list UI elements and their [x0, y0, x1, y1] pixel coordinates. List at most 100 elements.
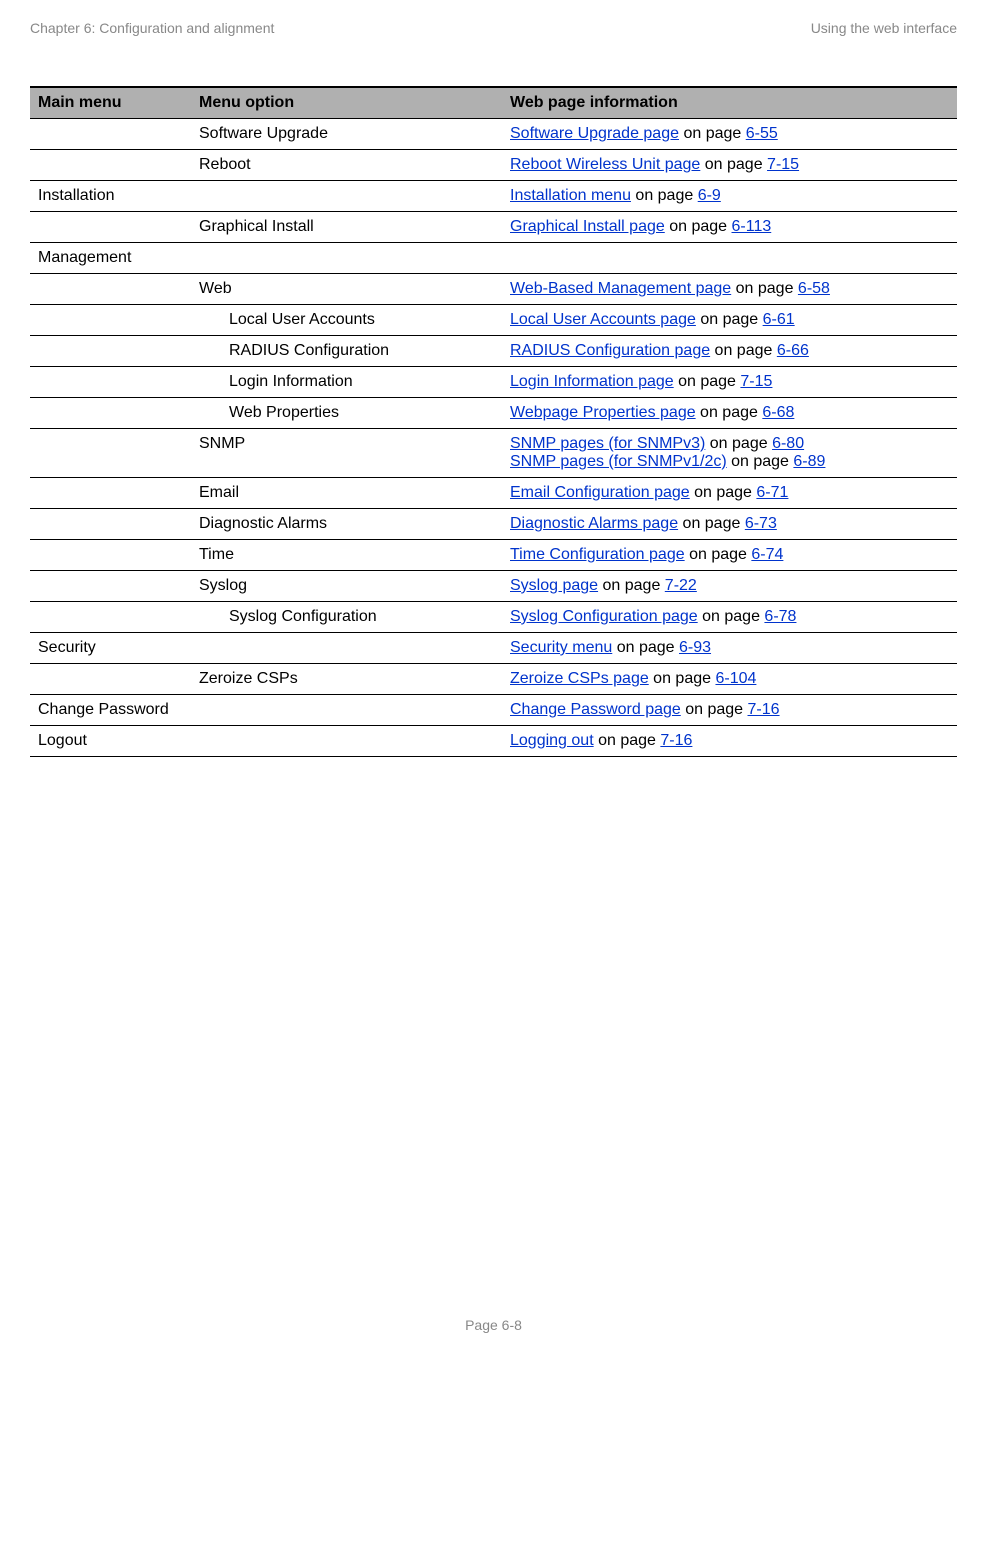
page-number-link[interactable]: 7-16	[660, 732, 692, 749]
table-row: Syslog Syslog page on page 7-22	[30, 571, 957, 602]
header-left: Chapter 6: Configuration and alignment	[30, 20, 274, 36]
info-line: Installation menu on page 6-9	[510, 187, 949, 205]
table-row: SecuritySecurity menu on page 6-93	[30, 633, 957, 664]
page-link[interactable]: Logging out	[510, 732, 594, 749]
page-link[interactable]: Syslog Configuration page	[510, 608, 698, 625]
table-row: Change Password Change Password page on p…	[30, 695, 957, 726]
info-line: Syslog page on page 7-22	[510, 577, 949, 595]
menu-table: Main menu Menu option Web page informati…	[30, 86, 957, 757]
page-link[interactable]: Zeroize CSPs page	[510, 670, 649, 687]
cell-menu-option: Local User Accounts	[191, 305, 502, 336]
page-number-link[interactable]: 6-104	[715, 670, 756, 687]
table-row: Syslog ConfigurationSyslog Configuration…	[30, 602, 957, 633]
page-link[interactable]: Installation menu	[510, 187, 631, 204]
page-link[interactable]: Syslog page	[510, 577, 598, 594]
info-line: Security menu on page 6-93	[510, 639, 949, 657]
page-ref-text: on page	[665, 218, 732, 235]
page-ref-text: on page	[612, 639, 679, 656]
cell-main-menu	[30, 150, 191, 181]
page-number-link[interactable]: 6-80	[772, 435, 804, 452]
cell-menu-option: Time	[191, 540, 502, 571]
table-row: Login InformationLogin Information page …	[30, 367, 957, 398]
page-number-link[interactable]: 7-22	[665, 577, 697, 594]
table-row: Graphical Install Graphical Install page …	[30, 212, 957, 243]
page-number-link[interactable]: 7-16	[748, 701, 780, 718]
header-right: Using the web interface	[811, 20, 957, 36]
cell-main-menu: Logout	[30, 726, 191, 757]
cell-web-page-info: Time Configuration page on page 6-74	[502, 540, 957, 571]
cell-web-page-info: Logging out on page 7-16	[502, 726, 957, 757]
page-number-link[interactable]: 7-15	[767, 156, 799, 173]
page-number-link[interactable]: 6-58	[798, 280, 830, 297]
table-row: WebWeb-Based Management page on page 6-5…	[30, 274, 957, 305]
page-ref-text: on page	[631, 187, 698, 204]
page-number-link[interactable]: 7-15	[740, 373, 772, 390]
page-link[interactable]: SNMP pages (for SNMPv3)	[510, 435, 705, 452]
info-line: SNMP pages (for SNMPv1/2c) on page 6-89	[510, 453, 949, 471]
info-line: Time Configuration page on page 6-74	[510, 546, 949, 564]
cell-menu-option: Email	[191, 478, 502, 509]
page-link[interactable]: Email Configuration page	[510, 484, 690, 501]
page-link[interactable]: Local User Accounts page	[510, 311, 696, 328]
page-number-link[interactable]: 6-9	[698, 187, 721, 204]
cell-web-page-info: Change Password page on page 7-16	[502, 695, 957, 726]
page-number-link[interactable]: 6-68	[762, 404, 794, 421]
page-number-link[interactable]: 6-55	[746, 125, 778, 142]
page-ref-text: on page	[598, 577, 665, 594]
cell-main-menu	[30, 119, 191, 150]
page-link[interactable]: Software Upgrade page	[510, 125, 679, 142]
cell-main-menu	[30, 305, 191, 336]
page-link[interactable]: Webpage Properties page	[510, 404, 696, 421]
page-link[interactable]: Web-Based Management page	[510, 280, 731, 297]
cell-main-menu: Change Password	[30, 695, 191, 726]
page-number-link[interactable]: 6-71	[756, 484, 788, 501]
cell-web-page-info: Login Information page on page 7-15	[502, 367, 957, 398]
page-number-link[interactable]: 6-89	[793, 453, 825, 470]
info-line: Local User Accounts page on page 6-61	[510, 311, 949, 329]
page-link[interactable]: Time Configuration page	[510, 546, 685, 563]
page-link[interactable]: SNMP pages (for SNMPv1/2c)	[510, 453, 727, 470]
page-link[interactable]: Change Password page	[510, 701, 681, 718]
table-row: EmailEmail Configuration page on page 6-…	[30, 478, 957, 509]
cell-main-menu	[30, 367, 191, 398]
info-line: Reboot Wireless Unit page on page 7-15	[510, 156, 949, 174]
page-ref-text: on page	[679, 125, 746, 142]
cell-web-page-info: Reboot Wireless Unit page on page 7-15	[502, 150, 957, 181]
page-number-link[interactable]: 6-113	[732, 218, 772, 235]
page-ref-text: on page	[710, 342, 777, 359]
page-number-link[interactable]: 6-61	[763, 311, 795, 328]
page-ref-text: on page	[698, 608, 765, 625]
page-link[interactable]: RADIUS Configuration page	[510, 342, 710, 359]
page-link[interactable]: Login Information page	[510, 373, 674, 390]
page-link[interactable]: Reboot Wireless Unit page	[510, 156, 700, 173]
cell-main-menu	[30, 274, 191, 305]
info-line: Graphical Install page on page 6-113	[510, 218, 949, 236]
page-ref-text: on page	[700, 156, 767, 173]
page-number-link[interactable]: 6-66	[777, 342, 809, 359]
page-ref-text: on page	[727, 453, 794, 470]
table-row: SNMPSNMP pages (for SNMPv3) on page 6-80…	[30, 429, 957, 478]
page-number-link[interactable]: 6-93	[679, 639, 711, 656]
page-link[interactable]: Graphical Install page	[510, 218, 665, 235]
page-number-link[interactable]: 6-78	[764, 608, 796, 625]
page-ref-text: on page	[690, 484, 757, 501]
cell-web-page-info: Webpage Properties page on page 6-68	[502, 398, 957, 429]
cell-web-page-info	[502, 243, 957, 274]
page-link[interactable]: Security menu	[510, 639, 612, 656]
cell-web-page-info: Email Configuration page on page 6-71	[502, 478, 957, 509]
page-number-link[interactable]: 6-74	[751, 546, 783, 563]
col-header-web-page-info: Web page information	[502, 87, 957, 119]
cell-main-menu	[30, 478, 191, 509]
cell-main-menu	[30, 212, 191, 243]
cell-main-menu	[30, 664, 191, 695]
cell-menu-option: Graphical Install	[191, 212, 502, 243]
cell-menu-option: Syslog	[191, 571, 502, 602]
info-line: SNMP pages (for SNMPv3) on page 6-80	[510, 435, 949, 453]
page-link[interactable]: Diagnostic Alarms page	[510, 515, 678, 532]
info-line: Logging out on page 7-16	[510, 732, 949, 750]
info-line: Webpage Properties page on page 6-68	[510, 404, 949, 422]
page-ref-text: on page	[705, 435, 772, 452]
footer-page-label: Page 6-8	[465, 1317, 522, 1333]
page-number-link[interactable]: 6-73	[745, 515, 777, 532]
page-ref-text: on page	[696, 404, 763, 421]
